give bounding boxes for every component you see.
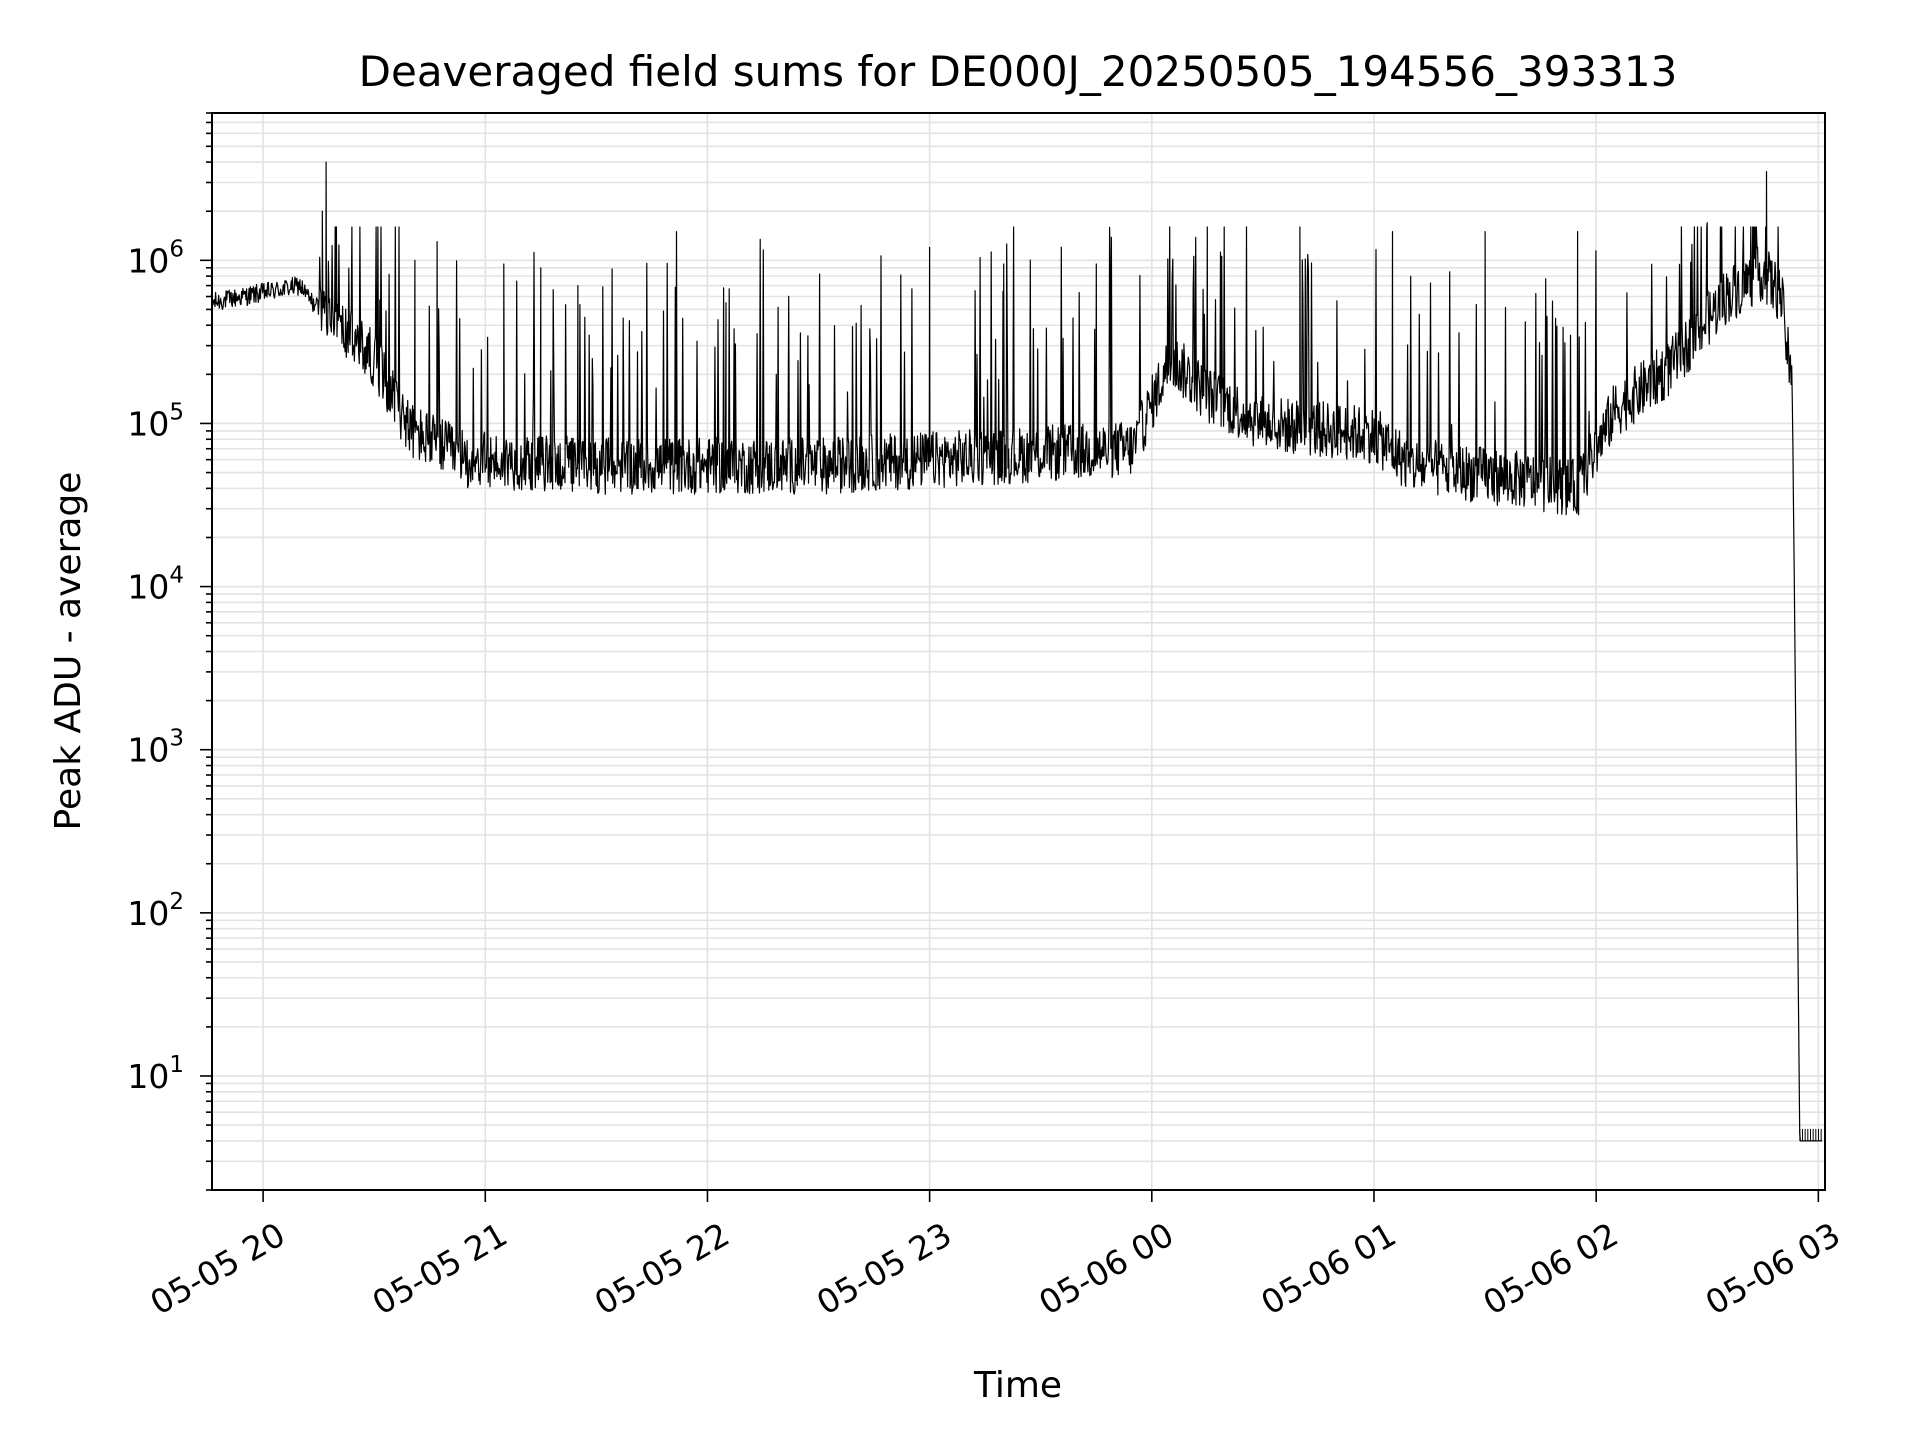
y-tick-label: 106 — [127, 236, 184, 280]
y-tick-label: 104 — [127, 563, 184, 607]
y-axis-label: Peak ADU - average — [48, 472, 89, 831]
y-tick-label: 105 — [127, 399, 184, 443]
y-tick-label: 103 — [127, 726, 184, 770]
series-line — [210, 161, 1822, 1142]
x-axis-label: Time — [973, 1365, 1062, 1406]
chart-title: Deaveraged field sums for DE000J_2025050… — [359, 47, 1678, 96]
y-tick-label: 101 — [127, 1052, 184, 1096]
series-path — [210, 161, 1822, 1142]
y-tick-label: 102 — [127, 889, 184, 933]
